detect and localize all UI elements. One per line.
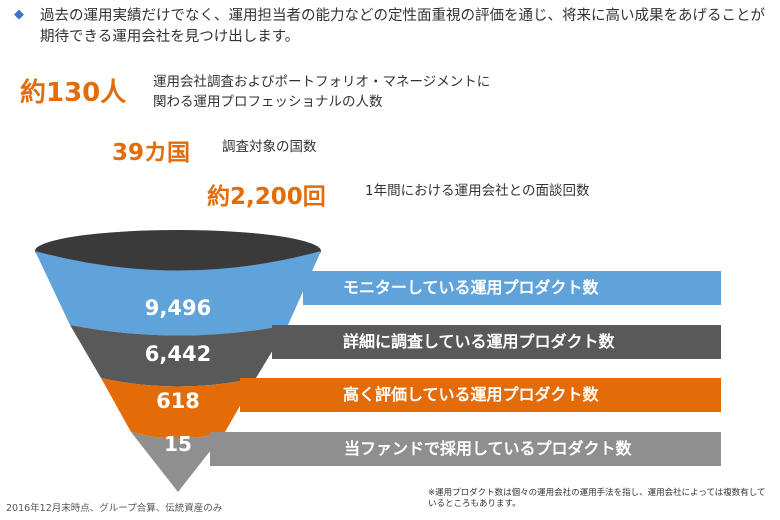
stat-description-line: 関わる運用プロフェッショナルの人数 — [153, 94, 383, 110]
stat-description: 運用会社調査およびポートフォリオ・マネージメントに 関わる運用プロフェッショナル… — [153, 72, 490, 112]
stat-countries: 39カ国 調査対象の国数 — [112, 133, 317, 167]
funnel-level-2 — [70, 325, 288, 387]
funnel-level-3 — [101, 378, 256, 439]
footnote-date: 2016年12月末時点、グループ合算、伝統資産のみ — [6, 503, 223, 514]
funnel-label-text: 当ファンドで採用しているプロダクト数 — [344, 439, 632, 458]
intro-section: ◆ 過去の運用実績だけでなく、運用担当者の能力などの定性面重視の評価を通じ、将来… — [14, 6, 774, 48]
funnel-label-adopted: 当ファンドで採用しているプロダクト数 — [210, 432, 721, 466]
funnel-level-1 — [35, 251, 321, 336]
funnel-value-2: 6,442 — [145, 342, 211, 366]
funnel-level-4 — [131, 432, 225, 492]
stat-description: 調査対象の国数 — [222, 139, 317, 155]
funnel-value-1: 9,496 — [145, 296, 211, 320]
funnel-label-text: モニターしている運用プロダクト数 — [343, 278, 599, 297]
stat-description-line: 運用会社調査およびポートフォリオ・マネージメントに — [153, 74, 491, 90]
stat-value: 約130人 — [20, 78, 127, 108]
stat-professionals: 約130人 運用会社調査およびポートフォリオ・マネージメントに 関わる運用プロフ… — [20, 72, 490, 110]
funnel-value-4: 15 — [164, 432, 192, 456]
funnel-label-researched: 詳細に調査している運用プロダクト数 — [272, 325, 721, 359]
funnel-label-highly-rated: 高く評価している運用プロダクト数 — [240, 378, 721, 412]
diamond-icon: ◆ — [14, 7, 24, 22]
funnel-label-monitored: モニターしている運用プロダクト数 — [303, 271, 721, 305]
funnel-label-text: 詳細に調査している運用プロダクト数 — [343, 332, 615, 351]
intro-text: 過去の運用実績だけでなく、運用担当者の能力などの定性面重視の評価を通じ、将来に高… — [40, 8, 765, 45]
footnote-product-definition: ※運用プロダクト数は個々の運用会社の運用手法を指し、運用会社によっては複数有して… — [428, 488, 766, 509]
stat-value: 39カ国 — [112, 140, 191, 166]
funnel-top-opening — [35, 230, 321, 272]
stat-meetings: 約2,200回 1年間における運用会社との面談回数 — [207, 177, 589, 211]
funnel-value-3: 618 — [156, 389, 200, 413]
stat-value: 約2,200回 — [207, 184, 326, 210]
funnel-label-text: 高く評価している運用プロダクト数 — [343, 385, 599, 404]
stat-description: 1年間における運用会社との面談回数 — [365, 183, 590, 199]
